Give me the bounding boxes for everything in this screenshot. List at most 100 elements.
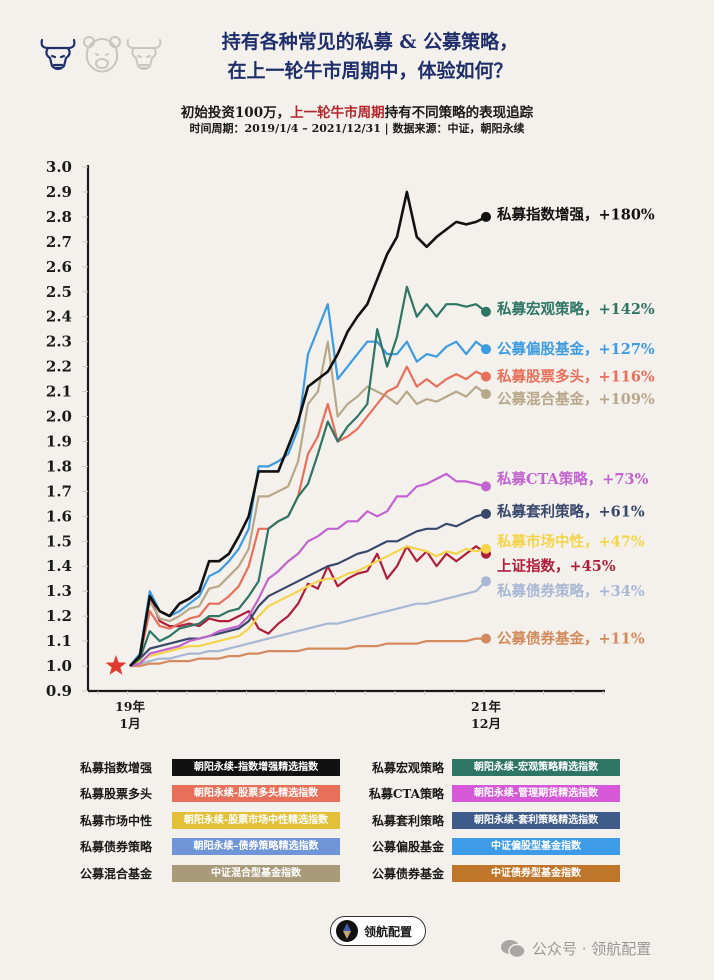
bull-icon: [126, 39, 162, 70]
brand-badge[interactable]: 领航配置: [330, 916, 426, 946]
series-end-label: 公募混合基金，+109%: [497, 390, 655, 408]
bear-icon: [83, 36, 121, 73]
series-end-dot: [481, 306, 491, 317]
series-end-dot: [481, 481, 491, 492]
y-tick-label: 1.7: [46, 482, 72, 500]
y-tick-label: 0.9: [46, 682, 72, 700]
series-line: [129, 190, 487, 667]
legend-row: 私募债券策略 朝阳永续–债券策略精选指数 公募偏股基金 中证偏股型基金指数: [80, 834, 640, 861]
x-tick-label: 1月: [119, 716, 140, 731]
bull-icon: [40, 38, 76, 71]
series-line: [129, 472, 487, 668]
y-tick-label: 1.2: [46, 607, 72, 625]
series-end-label: 公募债券基金，+11%: [497, 630, 645, 648]
series-line: [129, 512, 487, 667]
legend-label: 私募宏观策略: [371, 760, 444, 775]
y-tick-label: 2.0: [46, 408, 72, 426]
series-line: [129, 545, 487, 667]
legend-item: 私募宏观策略 朝阳永续-宏观策略精选指数: [360, 758, 640, 776]
y-tick-label: 3.0: [46, 158, 72, 176]
y-tick-label: 2.7: [46, 233, 72, 251]
title-line-1: 持有各种常见的私募 & 公募策略，: [221, 31, 519, 53]
series-labels: 私募指数增强，+180% 私募宏观策略，+142% 公募偏股基金，+127% 私募股票…: [497, 205, 655, 647]
y-tick-label: 1.4: [46, 557, 72, 575]
series-end-label: 私募CTA策略，+73%: [497, 470, 649, 488]
series-end-label: 私募套利策略，+61%: [497, 502, 645, 520]
y-tick-label: 1.5: [46, 532, 72, 550]
legend-index-chip: 朝阳永续-管理期货精选指数: [452, 785, 620, 803]
y-tick-label: 1.0: [46, 657, 72, 675]
subtitle-post: 持有不同策略的表现追踪: [384, 105, 534, 121]
legend-label: 私募市场中性: [80, 813, 153, 828]
series-end-dot: [481, 508, 491, 519]
period-note: 时间周期：2019/1/4 – 2021/12/31 | 数据来源：中证，朝阳永…: [189, 122, 525, 135]
legend-item: 公募混合基金 中证混合型基金指数: [80, 864, 360, 882]
legend-index-chip: 朝阳永续-宏观策略精选指数: [452, 758, 620, 776]
series-line: [129, 303, 487, 667]
y-tick-label: 2.9: [46, 183, 72, 201]
legend-item: 私募CTA策略 朝阳永续-管理期货精选指数: [360, 785, 640, 803]
legend-label: 私募套利策略: [371, 813, 444, 828]
chart-subtitle: 初始投资100万，上一轮牛市周期持有不同策略的表现追踪: [0, 101, 714, 121]
start-star-marker: [105, 655, 127, 675]
compass-logo-icon: [336, 920, 358, 942]
series-end-dot: [481, 576, 491, 587]
legend: 私募指数增强 朝阳永续-指数增强精选指数 私募宏观策略 朝阳永续-宏观策略精选指数 私募…: [80, 754, 640, 887]
legend-item: 私募债券策略 朝阳永续–债券策略精选指数: [80, 838, 360, 856]
legend-index-chip: 朝阳永续-股票多头精选指数: [172, 785, 340, 803]
series-end-label: 上证指数，+45%: [497, 557, 616, 575]
legend-label: 私募CTA策略: [368, 787, 444, 802]
series-end-label: 公募偏股基金，+127%: [497, 340, 655, 358]
x-tick-label: 19年: [115, 699, 145, 714]
series-line: [129, 340, 487, 667]
y-tick-label: 2.5: [46, 283, 72, 301]
legend-row: 公募混合基金 中证混合型基金指数 公募债券基金 中证债券型基金指数: [80, 860, 640, 887]
legend-label: 公募混合基金: [80, 866, 153, 881]
series-end-dot: [481, 389, 491, 400]
legend-item: 私募股票多头 朝阳永续-股票多头精选指数: [80, 785, 360, 803]
series-end-dot: [481, 371, 491, 382]
legend-label: 私募指数增强: [80, 760, 153, 775]
series-end-label: 私募市场中性，+47%: [497, 532, 645, 550]
subtitle-pre: 初始投资100万，: [180, 105, 291, 121]
series-line: [129, 580, 487, 668]
y-tick-label: 1.1: [46, 632, 72, 650]
legend-row: 私募股票多头 朝阳永续-股票多头精选指数 私募CTA策略 朝阳永续-管理期货精选指数: [80, 781, 640, 808]
header-icons: [40, 36, 162, 73]
y-tick-label: 2.3: [46, 333, 72, 351]
y-tick-label: 1.8: [46, 457, 72, 475]
y-tick-label: 2.1: [46, 383, 72, 401]
legend-index-chip: 朝阳永续-股票市场中性精选指数: [172, 811, 340, 829]
y-axis: 0.9 1.0 1.1 1.2 1.3 1.4 1.5 1.6 1.7 1.8 1.9 2.0 2.1 2…: [46, 158, 90, 700]
wechat-icon: [501, 939, 526, 958]
series-line: [129, 285, 487, 667]
legend-label: 公募偏股基金: [371, 840, 444, 855]
legend-index-chip: 中证债券型基金指数: [452, 864, 620, 882]
y-tick-label: 2.4: [46, 308, 72, 326]
x-tick-label: 21年: [471, 699, 501, 714]
legend-index-chip: 中证偏股型基金指数: [452, 838, 620, 856]
legend-index-chip: 朝阳永续-指数增强精选指数: [172, 758, 340, 776]
series-end-dot: [481, 211, 491, 222]
y-tick-label: 2.8: [46, 208, 72, 226]
page-title: 持有各种常见的私募 & 公募策略， 在上一轮牛市周期中，体验如何？: [160, 28, 580, 86]
legend-row: 私募指数增强 朝阳永续-指数增强精选指数 私募宏观策略 朝阳永续-宏观策略精选指数: [80, 754, 640, 781]
legend-item: 公募债券基金 中证债券型基金指数: [360, 864, 640, 882]
legend-label: 公募债券基金: [371, 866, 444, 881]
badge-label: 领航配置: [364, 924, 413, 939]
legend-item: 私募套利策略 朝阳永续-套利策略精选指数: [360, 811, 640, 829]
series-end-label: 私募指数增强，+180%: [497, 205, 655, 223]
series-group: [129, 190, 491, 668]
series-end-label: 私募宏观策略，+142%: [497, 300, 655, 318]
y-tick-label: 1.3: [46, 582, 72, 600]
legend-index-chip: 中证混合型基金指数: [172, 864, 340, 882]
title-line-2: 在上一轮牛市周期中，体验如何？: [227, 60, 513, 82]
legend-index-chip: 朝阳永续–债券策略精选指数: [172, 838, 340, 856]
x-axis: 19年 1月 21年 12月: [88, 655, 605, 731]
series-end-label: 私募股票多头，+116%: [497, 368, 655, 386]
series-line: [130, 637, 486, 668]
series-end-dot: [481, 543, 491, 554]
y-tick-label: 1.9: [46, 432, 72, 450]
watermark-text: 公众号 · 领航配置: [532, 940, 652, 958]
series-end-dot: [481, 633, 491, 644]
